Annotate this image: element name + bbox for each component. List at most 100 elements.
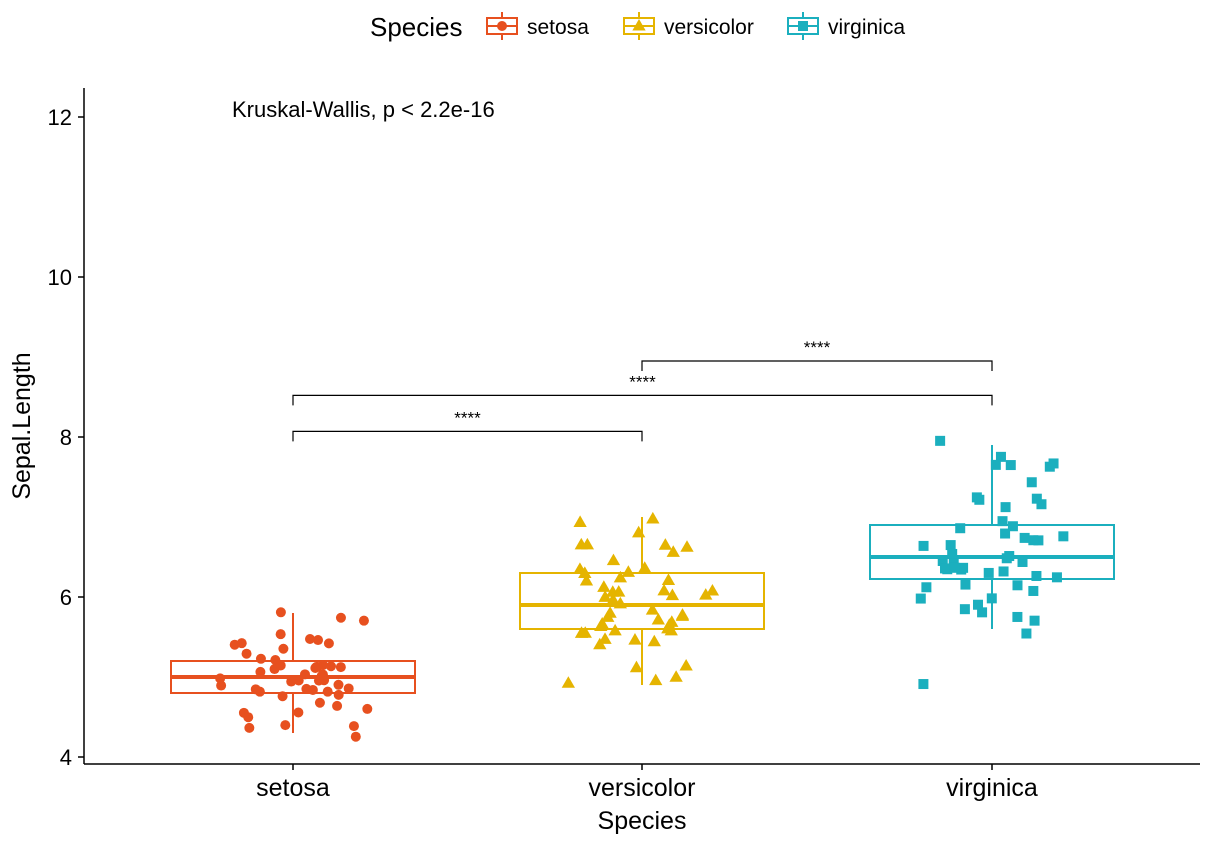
y-tick-label: 6 (60, 585, 72, 610)
bracket-line (641, 360, 993, 371)
data-point (1001, 553, 1012, 564)
data-point (1021, 628, 1032, 639)
data-point (313, 635, 324, 646)
data-point (313, 675, 324, 686)
box-group-virginica (869, 435, 1115, 690)
data-point (974, 494, 985, 505)
bracket-line (292, 430, 643, 442)
data-point (915, 593, 926, 604)
data-point (1026, 477, 1037, 488)
data-point (629, 660, 644, 673)
comparison-brackets: **** **** **** (292, 338, 993, 442)
legend-key-symbol (798, 21, 808, 31)
x-axis-title: Species (598, 807, 687, 835)
data-point (998, 566, 1009, 577)
data-point (1000, 502, 1011, 513)
data-point (649, 673, 663, 686)
box-group-versicolor (519, 511, 765, 688)
data-point (323, 638, 334, 649)
legend: Species setosa versicolor virginica (370, 12, 905, 42)
data-point (935, 435, 946, 446)
data-point (947, 548, 958, 559)
comparison-setosa-versicolor: **** (292, 408, 643, 442)
data-point (215, 673, 226, 684)
data-point (594, 619, 608, 632)
legend-key-symbol (632, 19, 646, 31)
data-point (1028, 535, 1039, 546)
data-point (990, 459, 1001, 470)
data-point (1028, 585, 1039, 596)
data-point (299, 669, 310, 680)
box (869, 524, 1115, 580)
legend-entry-virginica: virginica (787, 12, 905, 40)
data-point (293, 707, 304, 718)
data-point (661, 573, 676, 585)
data-point (665, 588, 680, 601)
data-point (1051, 572, 1062, 583)
data-point (1031, 570, 1042, 581)
data-point (598, 632, 612, 644)
data-point (960, 579, 971, 590)
data-point (972, 599, 983, 610)
legend-entry-setosa: setosa (486, 12, 589, 40)
data-point (598, 590, 612, 602)
data-point (1012, 611, 1023, 622)
data-point (1019, 532, 1030, 543)
data-point (983, 567, 994, 578)
legend-key-symbol (497, 21, 507, 31)
data-point (1031, 493, 1042, 504)
data-point (705, 584, 720, 596)
data-point (1007, 521, 1018, 532)
data-point (243, 712, 254, 723)
data-point (1048, 458, 1059, 469)
plot-area (170, 435, 1115, 742)
data-point (651, 612, 665, 625)
data-point (561, 676, 575, 688)
data-point (241, 648, 252, 659)
data-point (628, 633, 642, 645)
data-point (348, 721, 359, 732)
legend-title: Species (370, 12, 463, 42)
data-point (647, 634, 661, 647)
data-point (335, 612, 346, 623)
data-point (332, 700, 343, 711)
data-point (244, 722, 255, 733)
comparison-versicolor-virginica: **** (641, 338, 993, 371)
data-point (921, 582, 932, 593)
x-tick-label-versicolor: versicolor (589, 774, 696, 802)
data-point (646, 511, 660, 524)
x-tick-label-setosa: setosa (256, 774, 330, 802)
y-tick-label: 4 (60, 745, 72, 770)
comparison-setosa-virginica: **** (292, 372, 993, 406)
bracket-line (292, 394, 993, 406)
box (519, 572, 765, 630)
data-point (958, 562, 969, 573)
data-point (275, 629, 286, 640)
data-point (579, 573, 594, 586)
data-point (1033, 535, 1044, 546)
data-point (255, 666, 266, 677)
axes: 4 6 8 10 12 setosa versicolor virginica (48, 88, 1200, 802)
data-point (657, 583, 671, 596)
kruskal-wallis-annotation: Kruskal-Wallis, p < 2.2e-16 (232, 97, 495, 122)
data-point (578, 626, 592, 638)
data-point (597, 580, 611, 592)
data-point (280, 720, 291, 731)
data-point (333, 689, 344, 700)
data-point (301, 683, 312, 694)
data-point (621, 565, 635, 577)
data-point (949, 562, 960, 573)
data-point (945, 540, 956, 551)
legend-label: setosa (527, 16, 589, 39)
data-point (574, 537, 588, 550)
data-point (293, 675, 304, 686)
data-point (286, 676, 297, 687)
data-point (977, 607, 988, 618)
data-point (275, 660, 286, 671)
data-point (275, 607, 286, 618)
data-point (350, 731, 361, 742)
data-point (1058, 531, 1069, 542)
significance-label: **** (629, 372, 656, 391)
data-point (250, 684, 261, 695)
data-point (606, 585, 620, 597)
